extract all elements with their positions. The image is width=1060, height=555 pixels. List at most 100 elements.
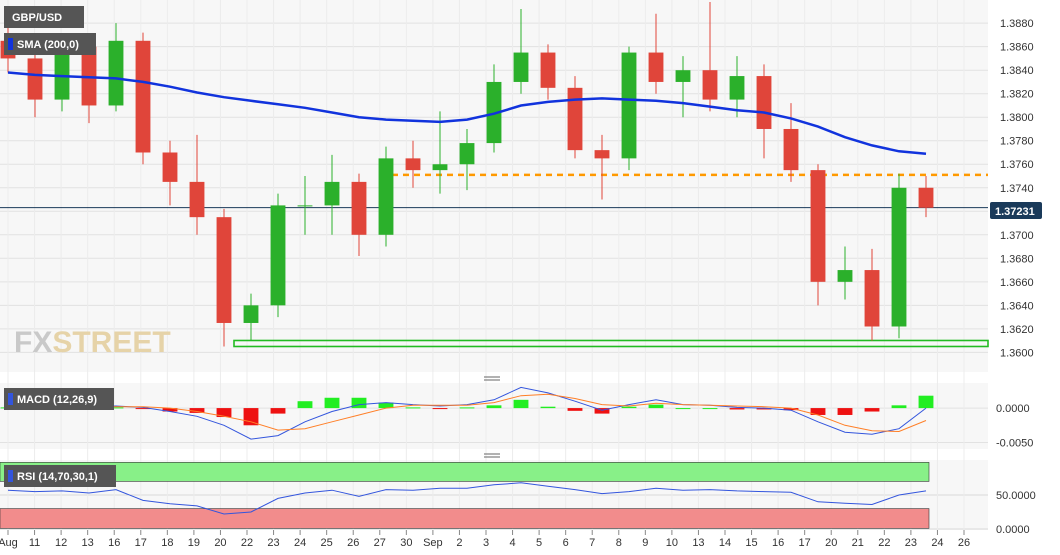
price-tick-label: 1.3660 <box>1000 277 1034 289</box>
time-tick-label: 2 <box>456 537 462 549</box>
macd-histogram-bar <box>297 401 313 409</box>
macd-histogram-bar <box>432 408 448 410</box>
price-tick-label: 1.3760 <box>1000 159 1034 171</box>
macd-histogram-bar <box>270 408 286 414</box>
time-tick-label: 30 <box>400 537 412 549</box>
candle-body <box>513 52 529 82</box>
candle-body <box>837 270 853 282</box>
candle-body <box>162 152 178 182</box>
watermark-street: STREET <box>52 326 170 359</box>
candle <box>864 248 880 341</box>
macd-histogram-bar <box>567 408 583 411</box>
rsi-tick-label: 50.0000 <box>996 490 1036 502</box>
candle-body <box>675 70 691 82</box>
time-tick-label: 19 <box>188 537 200 549</box>
candle-body <box>27 58 43 100</box>
candle <box>837 246 853 300</box>
price-tick-label: 1.3600 <box>1000 347 1034 359</box>
support-zone <box>233 339 989 348</box>
macd-histogram <box>0 395 934 426</box>
macd-histogram-bar <box>459 407 475 409</box>
macd-histogram-bar <box>756 408 772 410</box>
candle <box>108 23 124 112</box>
candle-body <box>324 181 340 206</box>
candle-body <box>297 205 313 207</box>
candle <box>189 134 205 235</box>
time-tick-label: 11 <box>29 537 40 549</box>
rsi-text: RSI (14,70,30,1) <box>17 471 98 483</box>
candle-body <box>270 205 286 306</box>
time-tick-label: 22 <box>878 537 890 549</box>
time-tick-label: 13 <box>82 537 94 549</box>
time-tick-label: 17 <box>799 537 811 549</box>
macd-pane <box>0 383 988 449</box>
candle-body <box>243 305 259 323</box>
macd-histogram-bar <box>729 408 745 410</box>
sma-label[interactable]: SMA (200,0) <box>4 33 96 55</box>
candle <box>459 128 475 191</box>
candle-body <box>540 52 556 88</box>
time-tick-label: 26 <box>347 537 359 549</box>
time-tick-label: 3 <box>483 537 489 549</box>
rsi-line <box>7 482 927 515</box>
price-tick-label: 1.3640 <box>1000 300 1034 312</box>
time-tick-label: 25 <box>321 537 333 549</box>
candle <box>729 56 745 118</box>
time-tick-label: 4 <box>509 537 515 549</box>
macd-histogram-bar <box>135 408 151 410</box>
candle <box>513 9 529 94</box>
time-tick-label: 26 <box>958 537 970 549</box>
macd-axis: 0.0000 -0.0050 <box>996 403 1033 449</box>
rsi-axis: 50.0000 0.0000 <box>996 490 1036 536</box>
macd-text: MACD (12,26,9) <box>17 394 97 406</box>
candle-body <box>756 76 772 129</box>
price-tick-label: 1.3620 <box>1000 324 1034 336</box>
candle-body <box>189 181 205 218</box>
rsi-overbought-zone <box>0 462 930 482</box>
macd-histogram-bar <box>810 408 826 415</box>
time-tick-label: 16 <box>772 537 784 549</box>
candle-body <box>378 158 394 235</box>
macd-histogram-bar <box>594 408 610 414</box>
time-tick-label: Sep <box>423 537 443 549</box>
macd-histogram-bar <box>486 405 502 409</box>
price-tick-label: 1.3880 <box>1000 18 1034 30</box>
time-tick-label: Aug <box>0 537 18 549</box>
macd-histogram-bar <box>864 408 880 412</box>
candle <box>918 176 934 218</box>
pane-resize-handle-2[interactable] <box>484 453 500 458</box>
candle-body <box>432 164 448 171</box>
pane-resize-handle-1[interactable] <box>484 376 500 381</box>
macd-histogram-bar <box>108 407 124 409</box>
time-tick-label: 24 <box>294 537 306 549</box>
time-tick-label: 27 <box>374 537 386 549</box>
time-tick-label: 14 <box>719 537 731 549</box>
symbol-label[interactable]: GBP/USD <box>4 6 84 28</box>
candle <box>162 140 178 206</box>
price-tick-label: 1.3700 <box>1000 230 1034 242</box>
macd-histogram-bar <box>540 406 556 409</box>
time-tick-label: 9 <box>642 537 648 549</box>
candle-body <box>729 76 745 100</box>
candle <box>432 111 448 194</box>
time-tick-label: 22 <box>241 537 253 549</box>
time-tick-label: 18 <box>161 537 173 549</box>
candle-body <box>783 128 799 171</box>
macd-label[interactable]: MACD (12,26,9) <box>4 388 114 410</box>
rsi-label[interactable]: RSI (14,70,30,1) <box>4 465 116 487</box>
candle-body <box>108 40 124 106</box>
candle <box>405 140 421 188</box>
candle <box>783 103 799 182</box>
candle <box>702 2 718 112</box>
time-tick-label: 20 <box>214 537 226 549</box>
candle <box>567 76 583 159</box>
candle <box>216 208 232 347</box>
time-tick-label: 12 <box>55 537 67 549</box>
macd-histogram-bar <box>324 397 340 409</box>
candle <box>621 46 637 171</box>
candle-body <box>864 270 880 327</box>
watermark: FXSTREET <box>14 326 171 359</box>
candle-body <box>135 40 151 153</box>
time-axis: Aug 11 12 13 16 17 18 19 20 22 23 24 25 26 27 30 Sep 2 3 4 5… <box>0 530 970 549</box>
